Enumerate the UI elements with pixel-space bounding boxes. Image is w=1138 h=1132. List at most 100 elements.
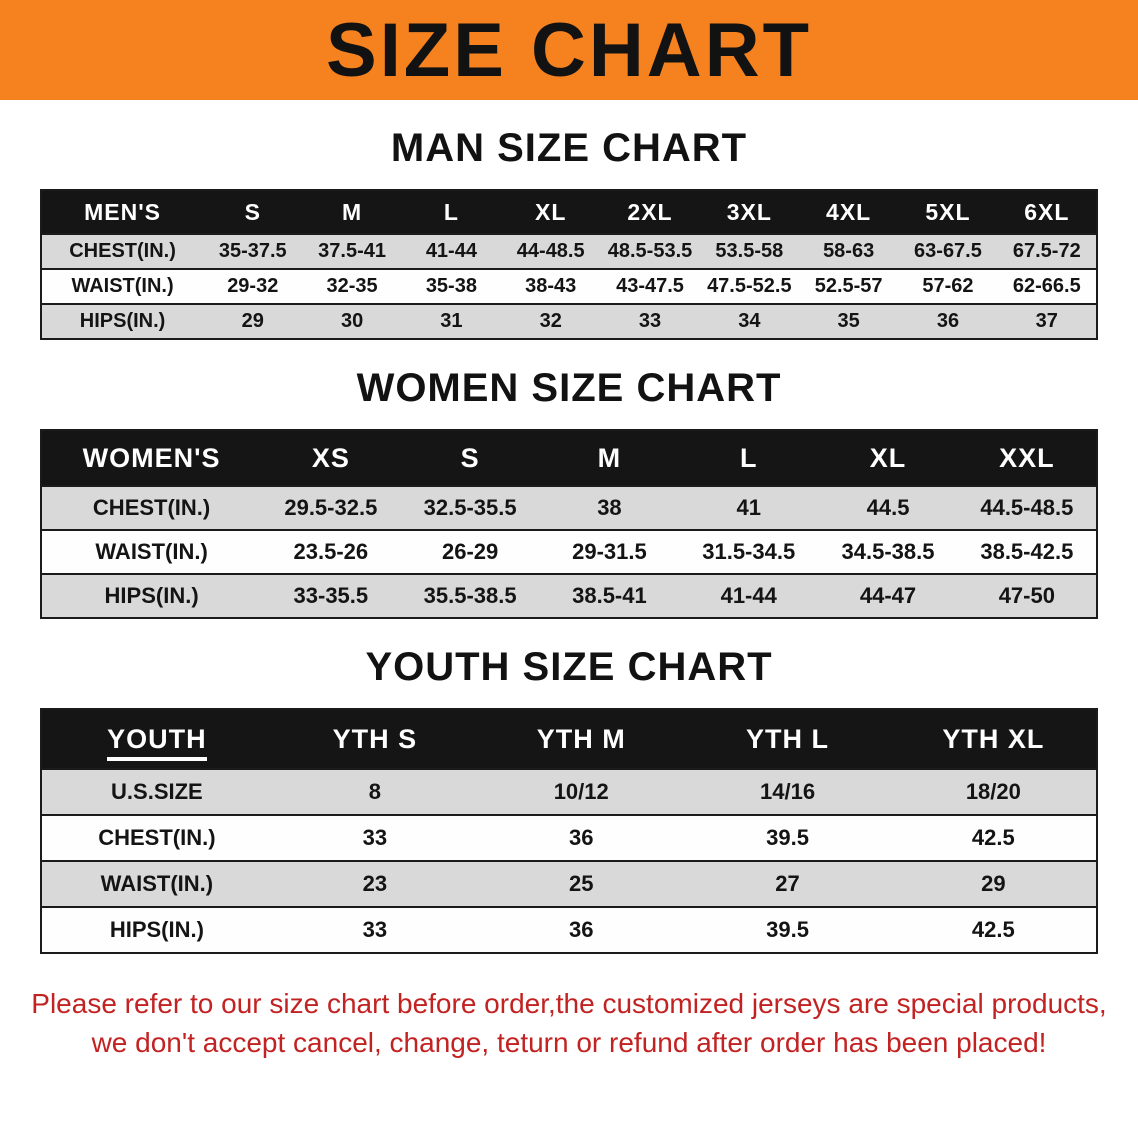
data-cell: 8 xyxy=(368,779,382,804)
table-row: WAIST(IN.) 23.5-26 26-29 29-31.5 31.5-34.5 34… xyxy=(41,530,1097,574)
data-cell: 63-67.5 xyxy=(914,240,982,262)
data-cell: 41-44 xyxy=(720,583,777,608)
data-cell: 29 xyxy=(241,310,264,332)
disclaimer-line-1: Please refer to our size chart before or… xyxy=(31,988,1107,1019)
table-row: CHEST(IN.) 29.5-32.5 32.5-35.5 38 41 44.5 44.5… xyxy=(41,486,1097,530)
table-row: CHEST(IN.) 35-37.5 37.5-41 41-44 44-48.5 48.5… xyxy=(41,234,1097,269)
header-label: L xyxy=(739,442,758,473)
row-label: WAIST(IN.) xyxy=(95,539,208,564)
header-label: 3XL xyxy=(726,198,772,225)
data-cell: 18/20 xyxy=(965,779,1021,804)
column-header: S xyxy=(203,190,303,234)
header-label: YOUTH xyxy=(107,723,207,761)
size-chart-page: SIZE CHART MAN SIZE CHART MEN'S S M L XL 2XL 3… xyxy=(0,0,1138,1062)
data-cell: 38-43 xyxy=(525,275,577,297)
youth-size-table: YOUTH YTH S YTH M YTH L YTH XL U.S.SIZE 8 10/12… xyxy=(40,708,1098,954)
table-row: HIPS(IN.) 33 36 39.5 42.5 xyxy=(41,907,1097,953)
row-label: CHEST(IN.) xyxy=(69,240,176,262)
disclaimer: Please refer to our size chart before or… xyxy=(18,984,1120,1062)
data-cell: 43-47.5 xyxy=(616,275,684,297)
data-cell: 47.5-52.5 xyxy=(707,275,792,297)
header-label: XL xyxy=(535,198,567,225)
data-cell: 62-66.5 xyxy=(1012,275,1081,297)
header-label: YTH L xyxy=(746,723,830,754)
data-cell: 44.5 xyxy=(866,495,910,520)
data-cell: 34.5-38.5 xyxy=(841,539,935,564)
column-header: YTH M xyxy=(478,709,685,769)
header-label: 4XL xyxy=(826,198,872,225)
women-size-heading: WOMEN SIZE CHART xyxy=(356,366,782,410)
data-cell: 36 xyxy=(568,917,594,942)
column-header: 2XL xyxy=(600,190,700,234)
header-label: XXL xyxy=(999,442,1055,473)
data-cell: 53.5-58 xyxy=(715,240,784,262)
header-row: MEN'S S M L XL 2XL 3XL 4XL 5XL 6XL xyxy=(41,190,1097,234)
header-label: 5XL xyxy=(925,198,971,225)
data-cell: 38.5-42.5 xyxy=(980,539,1074,564)
data-cell: 26-29 xyxy=(441,539,499,564)
data-cell: 25 xyxy=(568,871,594,896)
men-size-table: MEN'S S M L XL 2XL 3XL 4XL 5XL 6XL CHEST(IN.) 35-37… xyxy=(40,189,1098,340)
table-label: YOUTH xyxy=(41,709,272,769)
column-header: 6XL xyxy=(997,190,1097,234)
header-label: WOMEN'S xyxy=(82,442,221,473)
data-cell: 23.5-26 xyxy=(293,539,369,564)
header-row: WOMEN'S XS S M L XL XXL xyxy=(41,430,1097,486)
data-cell: 30 xyxy=(340,310,364,332)
table-row: CHEST(IN.) 33 36 39.5 42.5 xyxy=(41,815,1097,861)
youth-size-heading: YOUTH SIZE CHART xyxy=(365,645,773,689)
data-cell: 29.5-32.5 xyxy=(284,495,378,520)
table-row: HIPS(IN.) 29 30 31 32 33 34 35 36 37 xyxy=(41,304,1097,339)
table-row: WAIST(IN.) 23 25 27 29 xyxy=(41,861,1097,907)
data-cell: 42.5 xyxy=(971,917,1015,942)
column-header: M xyxy=(302,190,402,234)
header-label: 2XL xyxy=(627,198,673,225)
header-label: XL xyxy=(869,442,907,473)
header-label: M xyxy=(597,442,622,473)
data-cell: 38 xyxy=(597,495,622,520)
table-row: U.S.SIZE 8 10/12 14/16 18/20 xyxy=(41,769,1097,815)
data-cell: 39.5 xyxy=(766,825,809,850)
data-cell: 29 xyxy=(981,871,1006,896)
data-cell: 33-35.5 xyxy=(293,583,369,608)
men-size-section: MAN SIZE CHART MEN'S S M L XL 2XL 3XL 4XL 5XL 6XL… xyxy=(0,126,1138,340)
column-header: 3XL xyxy=(699,190,799,234)
header-label: M xyxy=(341,198,363,225)
column-header: M xyxy=(539,430,680,486)
data-cell: 35-37.5 xyxy=(218,240,287,262)
data-cell: 67.5-72 xyxy=(1012,240,1081,262)
header-label: YTH XL xyxy=(942,723,1045,754)
header-label: MEN'S xyxy=(84,198,162,225)
data-cell: 36 xyxy=(568,825,594,850)
data-cell: 41-44 xyxy=(425,240,477,262)
row-label: HIPS(IN.) xyxy=(104,583,199,608)
data-cell: 48.5-53.5 xyxy=(607,240,693,262)
column-header: L xyxy=(679,430,819,486)
banner: SIZE CHART xyxy=(0,0,1138,100)
data-cell: 57-62 xyxy=(922,275,974,297)
youth-size-section: YOUTH SIZE CHART YOUTH YTH S YTH M YTH L YTH… xyxy=(0,645,1138,954)
header-label: L xyxy=(443,198,459,225)
row-label: HIPS(IN.) xyxy=(79,310,166,332)
row-label: WAIST(IN.) xyxy=(100,871,214,896)
column-header: S xyxy=(400,430,540,486)
column-header: YTH S xyxy=(271,709,479,769)
column-header: XXL xyxy=(957,430,1097,486)
data-cell: 32-35 xyxy=(326,275,378,297)
data-cell: 44.5-48.5 xyxy=(980,495,1074,520)
row-label: CHEST(IN.) xyxy=(92,495,211,520)
data-cell: 10/12 xyxy=(553,779,609,804)
row-label: WAIST(IN.) xyxy=(71,275,174,297)
data-cell: 33 xyxy=(362,917,388,942)
data-cell: 42.5 xyxy=(971,825,1015,850)
data-cell: 35.5-38.5 xyxy=(423,583,517,608)
header-label: 6XL xyxy=(1024,198,1070,225)
column-header: 5XL xyxy=(898,190,998,234)
header-label: XS xyxy=(311,442,350,473)
column-header: XS xyxy=(261,430,401,486)
data-cell: 32 xyxy=(539,310,562,332)
disclaimer-line-2: we don't accept cancel, change, teturn o… xyxy=(91,1027,1047,1059)
data-cell: 23 xyxy=(362,871,388,896)
column-header: YTH XL xyxy=(890,709,1097,769)
women-size-section: WOMEN SIZE CHART WOMEN'S XS S M L XL XXL CHEST(… xyxy=(0,366,1138,619)
